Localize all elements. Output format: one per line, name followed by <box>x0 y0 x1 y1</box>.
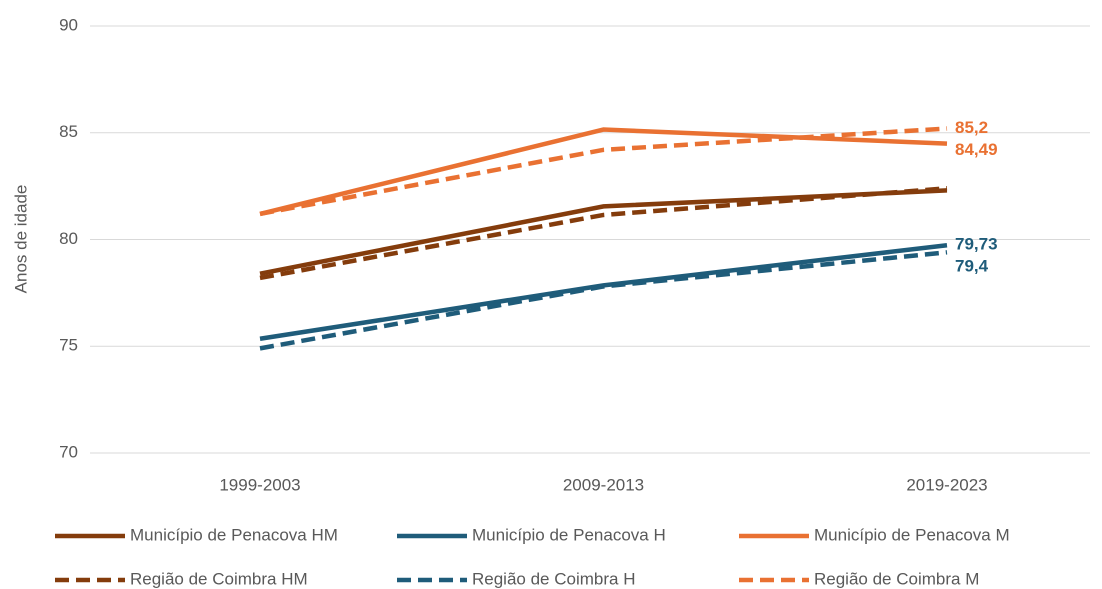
data-label: 79,73 <box>955 235 998 254</box>
y-tick-label: 75 <box>59 336 78 355</box>
data-label: 84,49 <box>955 140 998 159</box>
legend-label: Município de Penacova M <box>814 525 1010 544</box>
line <box>259 126 948 217</box>
x-tick-label: 1999-2003 <box>219 475 300 494</box>
legend-label: Região de Coimbra M <box>814 569 979 588</box>
legend-label: Município de Penacova H <box>472 525 666 544</box>
legend-label: Município de Penacova HM <box>130 525 338 544</box>
y-tick-label: 80 <box>59 229 78 248</box>
legend-label: Região de Coimbra HM <box>130 569 308 588</box>
line <box>259 186 948 281</box>
legend-label: Região de Coimbra H <box>472 569 635 588</box>
line <box>259 250 948 351</box>
data-label: 85,2 <box>955 118 988 137</box>
y-tick-label: 85 <box>59 122 78 141</box>
y-tick-label: 90 <box>59 15 78 34</box>
line <box>259 127 948 217</box>
data-label: 79,4 <box>955 257 989 276</box>
y-tick-label: 70 <box>59 442 78 461</box>
line <box>259 243 948 342</box>
x-tick-label: 2019-2023 <box>906 475 987 494</box>
y-axis-label: Anos de idade <box>11 185 30 294</box>
x-tick-label: 2009-2013 <box>563 475 644 494</box>
